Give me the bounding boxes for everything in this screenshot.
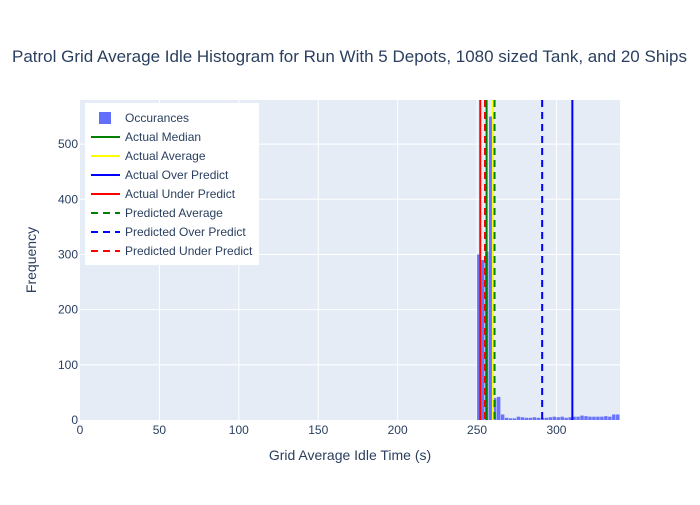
x-tick-label: 0 (77, 423, 84, 437)
histogram-bar (512, 418, 517, 420)
histogram-bar (588, 416, 592, 420)
histogram-bar (604, 416, 608, 420)
x-tick-label: 150 (308, 423, 328, 437)
histogram-bar (576, 416, 580, 420)
histogram-bar (488, 116, 493, 420)
histogram-bar (477, 254, 481, 420)
histogram-bar (612, 414, 616, 420)
histogram-bar (608, 416, 612, 420)
y-tick-label: 400 (58, 192, 78, 206)
histogram-bar (516, 416, 521, 420)
x-tick-label: 250 (467, 423, 487, 437)
y-tick-label: 0 (71, 413, 78, 427)
histogram-bar (572, 416, 576, 420)
histogram-bar (492, 397, 497, 420)
y-tick-label: 200 (58, 303, 78, 317)
histogram-bar (532, 417, 537, 420)
x-tick-label: 200 (388, 423, 408, 437)
histogram-bar (600, 416, 604, 420)
x-axis-ticks: 0 50 100 150 200 250 300 (77, 423, 567, 437)
histogram-bar (580, 415, 584, 420)
y-tick-label: 300 (58, 247, 78, 261)
y-tick-label: 500 (58, 137, 78, 151)
histogram-bar (616, 414, 620, 420)
histogram-bar (568, 417, 572, 420)
legend-item-label: Predicted Under Predict (125, 244, 253, 258)
legend-item-label: Actual Over Predict (125, 168, 229, 182)
legend-background (85, 103, 259, 265)
histogram-bar (564, 417, 568, 420)
histogram-bar (520, 417, 525, 420)
histogram-bar (544, 417, 549, 420)
y-axis-title: Frequency (23, 227, 39, 293)
legend-item-label: Predicted Over Predict (125, 225, 246, 239)
histogram-bar (496, 396, 501, 420)
legend-item-label: Actual Under Predict (125, 187, 236, 201)
histogram-bar (592, 416, 596, 420)
legend-item-label: Actual Average (125, 149, 206, 163)
legend-item-label: Predicted Average (125, 206, 223, 220)
reference-lines (479, 100, 574, 420)
histogram-bar (560, 416, 564, 420)
x-tick-label: 50 (153, 423, 167, 437)
legend-item-label: Actual Median (125, 130, 201, 144)
histogram-bar (556, 417, 560, 420)
y-axis-ticks: 0 100 200 300 400 500 (58, 137, 78, 427)
histogram-bar (596, 416, 600, 420)
histogram-bar (536, 417, 541, 420)
histogram-bar (500, 414, 505, 420)
chart-title: Patrol Grid Average Idle Histogram for R… (12, 47, 687, 66)
histogram-bar (524, 417, 529, 420)
x-axis-title: Grid Average Idle Time (s) (269, 447, 431, 463)
x-tick-label: 300 (546, 423, 566, 437)
histogram-bar (584, 416, 588, 420)
y-tick-label: 100 (58, 358, 78, 372)
histogram-bar (481, 260, 485, 420)
histogram-bar (508, 418, 513, 420)
histogram-bar (528, 417, 533, 420)
histogram-bar (552, 416, 556, 420)
legend[interactable]: Occurances Actual Median Actual Average Act… (85, 103, 259, 265)
legend-swatch (99, 112, 111, 124)
histogram-bar (548, 417, 552, 420)
x-tick-label: 100 (229, 423, 249, 437)
histogram-bar (504, 417, 509, 420)
legend-item-label: Occurances (125, 111, 189, 125)
